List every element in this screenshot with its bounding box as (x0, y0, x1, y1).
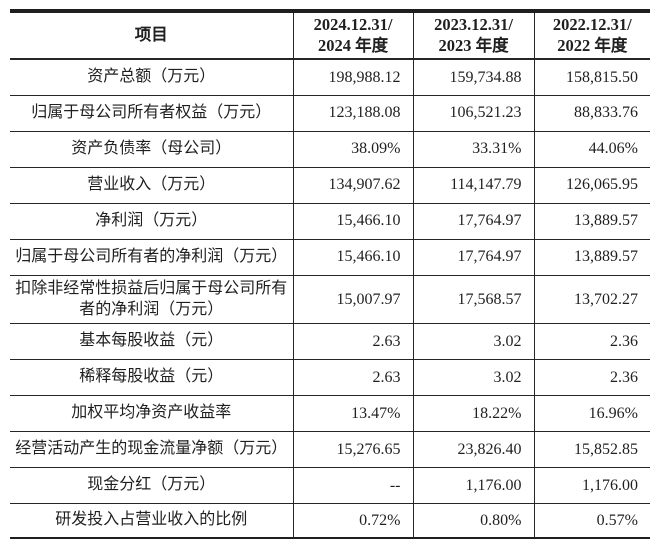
row-label: 扣除非经常性损益后归属于母公司所有者的净利润（万元） (10, 275, 293, 325)
value-2022: 15,852.85 (533, 431, 650, 469)
row-label: 加权平均净资产收益率 (10, 395, 293, 433)
header-item-label: 项目 (134, 25, 168, 45)
header-period-2022: 2022.12.31/ 2022 年度 (533, 11, 650, 61)
financial-summary-table: 项目 2024.12.31/ 2024 年度 2023.12.31/ 2023 … (10, 9, 650, 539)
value-2022: 13,889.57 (533, 239, 650, 276)
value-2024: 15,466.10 (292, 203, 413, 240)
value-2023: 17,568.57 (412, 275, 534, 325)
value-2023: 18.22% (412, 395, 534, 433)
table-row-operating-cash-flow: 经营活动产生的现金流量净额（万元） 15,276.65 23,826.40 15… (10, 431, 650, 469)
value-2024: 15,276.65 (292, 431, 413, 469)
table-row-diluted-eps: 稀释每股收益（元） 2.63 3.02 2.36 (10, 359, 650, 397)
value-2024: -- (292, 467, 413, 505)
value-2022: 2.36 (533, 359, 650, 397)
row-label: 研发投入占营业收入的比例 (55, 511, 248, 529)
header-period-2023-year: 2023 年度 (438, 35, 509, 55)
row-label: 资产总额（万元） (10, 59, 293, 96)
table-row-revenue: 营业收入（万元） 134,907.62 114,147.79 126,065.9… (10, 167, 650, 204)
table-row-net-profit: 净利润（万元） 15,466.10 17,764.97 13,889.57 (10, 203, 650, 240)
row-label: 稀释每股收益（元） (10, 359, 293, 397)
value-2023: 3.02 (412, 323, 534, 361)
value-2022: 126,065.95 (533, 167, 650, 204)
value-2023: 159,734.88 (412, 59, 534, 96)
table-row-deducted-net-profit: 扣除非经常性损益后归属于母公司所有者的净利润（万元） 15,007.97 17,… (10, 275, 650, 325)
table-row-debt-ratio: 资产负债率（母公司） 38.09% 33.31% 44.06% (10, 131, 650, 168)
value-2022: 88,833.76 (533, 95, 650, 132)
row-label: 现金分红（万元） (10, 467, 293, 505)
value-2024: 2.63 (292, 323, 413, 361)
value-2024: 38.09% (292, 131, 413, 168)
header-period-2024-year: 2024 年度 (317, 35, 389, 55)
value-2024: 198,988.12 (292, 59, 413, 96)
header-period-2022-date: 2022.12.31/ (552, 15, 632, 34)
header-period-2023-date: 2023.12.31/ (434, 15, 513, 34)
table-row-parent-equity: 归属于母公司所有者权益（万元） 123,188.08 106,521.23 88… (10, 95, 650, 132)
row-label: 基本每股收益（元） (10, 323, 293, 361)
value-2022: 44.06% (533, 131, 650, 168)
row-label: 资产负债率（母公司） (10, 131, 293, 168)
row-label: 归属于母公司所有者权益（万元） (10, 95, 293, 132)
value-2024: 134,907.62 (292, 167, 413, 204)
value-2023: 33.31% (412, 131, 534, 168)
table-row-total-assets: 资产总额（万元） 198,988.12 159,734.88 158,815.5… (10, 59, 650, 96)
value-2024: 15,466.10 (292, 239, 413, 276)
table-row-basic-eps: 基本每股收益（元） 2.63 3.02 2.36 (10, 323, 650, 361)
header-period-2024-date: 2024.12.31/ (313, 15, 393, 34)
value-2022: 1,176.00 (533, 467, 650, 505)
value-2023: 23,826.40 (412, 431, 534, 469)
value-2023: 114,147.79 (412, 167, 534, 204)
value-2023: 3.02 (412, 359, 534, 397)
value-2024: 0.72% (292, 503, 413, 539)
value-2023: 106,521.23 (412, 95, 534, 132)
value-2022: 0.57% (533, 503, 650, 539)
value-2022: 16.96% (533, 395, 650, 433)
value-2022: 13,889.57 (533, 203, 650, 240)
header-item-column: 项目 (10, 11, 293, 61)
value-2023: 17,764.97 (412, 239, 534, 276)
value-2023: 1,176.00 (412, 467, 534, 505)
row-label: 营业收入（万元） (10, 167, 293, 204)
row-label: 净利润（万元） (10, 203, 293, 240)
value-2022: 2.36 (533, 323, 650, 361)
value-2023: 17,764.97 (412, 203, 534, 240)
table-row-rd-ratio: 研发投入占营业收入的比例 0.72% 0.80% 0.57% (10, 503, 650, 539)
table-row-weighted-roe: 加权平均净资产收益率 13.47% 18.22% 16.96% (10, 395, 650, 433)
header-period-2022-year: 2022 年度 (557, 35, 628, 55)
value-2024: 123,188.08 (292, 95, 413, 132)
value-2024: 15,007.97 (292, 275, 413, 325)
table-row-cash-dividend: 现金分红（万元） -- 1,176.00 1,176.00 (10, 467, 650, 505)
header-period-2024: 2024.12.31/ 2024 年度 (292, 11, 413, 61)
header-row: 项目 2024.12.31/ 2024 年度 2023.12.31/ 2023 … (10, 11, 650, 61)
row-label: 经营活动产生的现金流量净额（万元） (10, 431, 293, 469)
value-2022: 158,815.50 (533, 59, 650, 96)
header-period-2023: 2023.12.31/ 2023 年度 (412, 11, 534, 61)
table-row-parent-net-profit: 归属于母公司所有者的净利润（万元） 15,466.10 17,764.97 13… (10, 239, 650, 276)
value-2024: 13.47% (292, 395, 413, 433)
value-2022: 13,702.27 (533, 275, 650, 325)
value-2023: 0.80% (412, 503, 534, 539)
row-label: 归属于母公司所有者的净利润（万元） (10, 239, 293, 276)
value-2024: 2.63 (292, 359, 413, 397)
